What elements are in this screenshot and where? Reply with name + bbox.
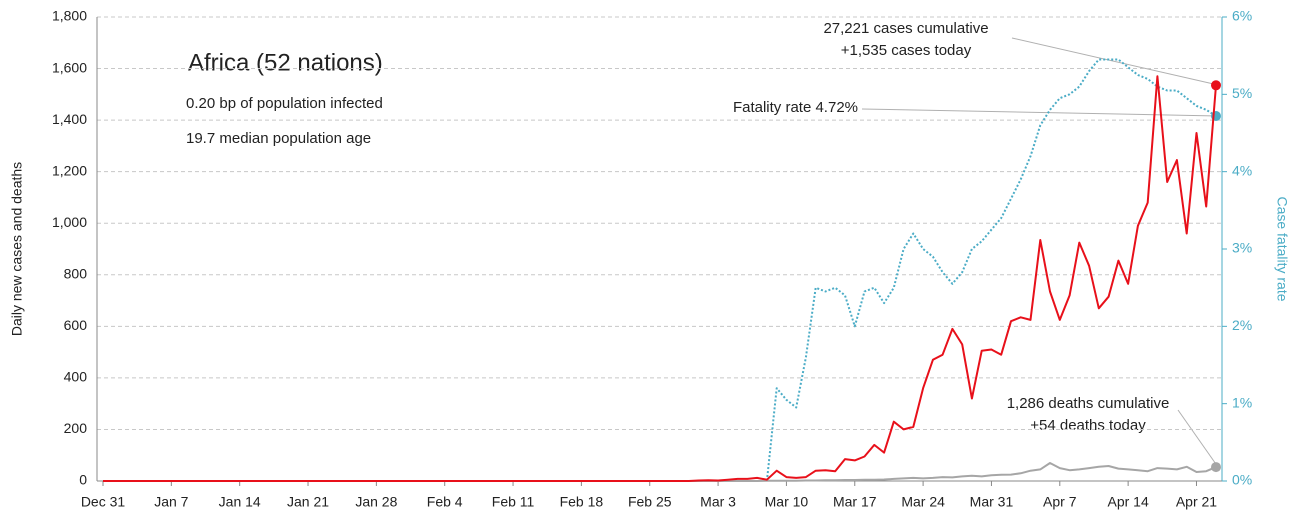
chart-subtitle: 0.20 bp of population infected [186, 95, 383, 112]
y2-tick-label: 4% [1232, 162, 1252, 178]
y2-tick-label: 5% [1232, 85, 1252, 101]
y2-tick-label: 6% [1232, 8, 1252, 24]
y2-tick-label: 0% [1232, 472, 1252, 488]
y-tick-label: 400 [64, 369, 88, 385]
x-tick-label: Mar 24 [901, 494, 945, 510]
y-tick-label: 800 [64, 265, 88, 281]
y-tick-label: 1,000 [52, 214, 87, 230]
annotation: +54 deaths today [1030, 417, 1146, 434]
x-tick-label: Jan 28 [355, 494, 397, 510]
annotation-connector [861, 108, 1219, 117]
annotation: +1,535 cases today [841, 42, 972, 59]
y-tick-label: 200 [64, 420, 88, 436]
x-tick-label: Mar 3 [700, 494, 736, 510]
chart-title: Africa (52 nations) [188, 49, 383, 76]
y-axis-label: Daily new cases and deaths [9, 162, 25, 336]
series-line [103, 462, 1217, 482]
x-tick-label: Dec 31 [81, 494, 126, 510]
x-tick-label: Apr 7 [1043, 494, 1077, 510]
x-tick-label: Feb 18 [560, 494, 604, 510]
annotation-connector [1011, 37, 1219, 86]
y-tick-label: 1,800 [52, 8, 87, 24]
x-tick-label: Feb 4 [427, 494, 463, 510]
x-tick-label: Mar 17 [833, 494, 877, 510]
y-tick-label: 1,400 [52, 111, 87, 127]
x-tick-label: Jan 14 [219, 494, 261, 510]
x-tick-label: Jan 21 [287, 494, 329, 510]
end-marker [1211, 80, 1221, 91]
annotation: 1,286 deaths cumulative [1007, 395, 1170, 412]
y2-tick-label: 2% [1232, 317, 1252, 333]
annotation: Fatality rate 4.72% [733, 99, 858, 116]
end-marker [1211, 462, 1221, 473]
annotation: 27,221 cases cumulative [823, 20, 988, 37]
chart-subtitle: 19.7 median population age [186, 130, 371, 147]
series-line [765, 58, 1217, 482]
x-tick-label: Feb 11 [492, 494, 535, 510]
x-tick-label: Apr 21 [1176, 494, 1217, 510]
x-tick-label: Mar 31 [970, 494, 1014, 510]
y-tick-label: 1,200 [52, 162, 87, 178]
y2-tick-label: 1% [1232, 394, 1252, 410]
y2-tick-label: 3% [1232, 240, 1252, 256]
x-tick-label: Mar 10 [765, 494, 809, 510]
series-line [103, 75, 1217, 482]
y-tick-label: 1,600 [52, 59, 87, 75]
y-tick-label: 600 [64, 317, 88, 333]
x-tick-label: Jan 7 [154, 494, 188, 510]
annotation-connector [1177, 409, 1219, 468]
x-tick-label: Apr 14 [1108, 494, 1149, 510]
x-tick-label: Feb 25 [628, 494, 672, 510]
y-tick-label: 0 [79, 472, 87, 488]
y2-axis-label: Case fatality rate [1274, 196, 1290, 301]
